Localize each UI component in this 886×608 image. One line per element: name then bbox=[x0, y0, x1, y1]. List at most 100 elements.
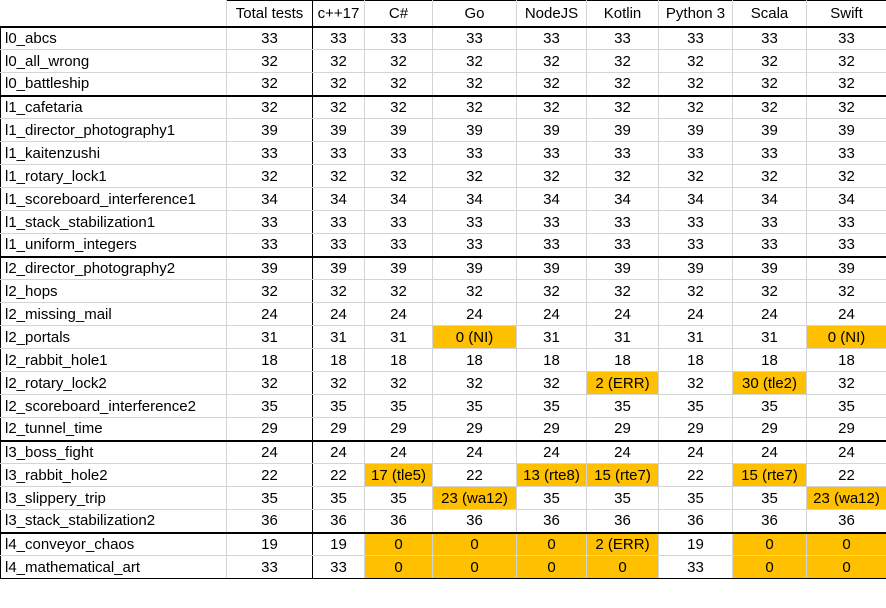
cell-cpp17[interactable]: 24 bbox=[312, 302, 365, 326]
column-header-task-name[interactable] bbox=[0, 0, 227, 28]
cell-kotlin[interactable]: 24 bbox=[586, 302, 659, 326]
cell-task-name[interactable]: l1_director_photography1 bbox=[0, 118, 227, 142]
cell-nodejs[interactable]: 31 bbox=[516, 325, 587, 349]
cell-total-tests[interactable]: 32 bbox=[226, 49, 313, 73]
cell-swift[interactable]: 29 bbox=[806, 417, 886, 441]
column-header-csharp[interactable]: C# bbox=[364, 0, 433, 28]
cell-total-tests[interactable]: 31 bbox=[226, 325, 313, 349]
cell-go[interactable]: 0 bbox=[432, 555, 517, 579]
cell-go[interactable]: 32 bbox=[432, 94, 517, 119]
cell-scala[interactable]: 39 bbox=[732, 255, 807, 280]
cell-go[interactable]: 32 bbox=[432, 72, 517, 96]
cell-scala[interactable]: 24 bbox=[732, 302, 807, 326]
cell-kotlin[interactable]: 18 bbox=[586, 348, 659, 372]
cell-task-name[interactable]: l3_slippery_trip bbox=[0, 486, 227, 510]
cell-go[interactable]: 32 bbox=[432, 49, 517, 73]
column-header-total-tests[interactable]: Total tests bbox=[226, 0, 313, 28]
cell-python3[interactable]: 33 bbox=[658, 210, 733, 234]
cell-python3[interactable]: 33 bbox=[658, 141, 733, 165]
cell-cpp17[interactable]: 32 bbox=[312, 72, 365, 96]
cell-cpp17[interactable]: 33 bbox=[312, 210, 365, 234]
cell-total-tests[interactable]: 33 bbox=[226, 141, 313, 165]
cell-task-name[interactable]: l4_mathematical_art bbox=[0, 555, 227, 579]
cell-scala[interactable]: 24 bbox=[732, 439, 807, 464]
cell-task-name[interactable]: l2_tunnel_time bbox=[0, 417, 227, 441]
cell-go[interactable]: 33 bbox=[432, 233, 517, 257]
cell-kotlin[interactable]: 33 bbox=[586, 210, 659, 234]
cell-go[interactable]: 33 bbox=[432, 26, 517, 50]
cell-nodejs[interactable]: 24 bbox=[516, 302, 587, 326]
cell-task-name[interactable]: l2_scoreboard_interference2 bbox=[0, 394, 227, 418]
cell-kotlin[interactable]: 35 bbox=[586, 394, 659, 418]
cell-task-name[interactable]: l1_stack_stabilization1 bbox=[0, 210, 227, 234]
cell-swift[interactable]: 32 bbox=[806, 164, 886, 188]
cell-swift[interactable]: 36 bbox=[806, 509, 886, 533]
cell-go[interactable]: 23 (wa12) bbox=[432, 486, 517, 510]
cell-swift[interactable]: 0 (NI) bbox=[806, 325, 886, 349]
cell-nodejs[interactable]: 35 bbox=[516, 486, 587, 510]
cell-cpp17[interactable]: 32 bbox=[312, 94, 365, 119]
cell-task-name[interactable]: l1_rotary_lock1 bbox=[0, 164, 227, 188]
cell-nodejs[interactable]: 32 bbox=[516, 72, 587, 96]
cell-swift[interactable]: 35 bbox=[806, 394, 886, 418]
cell-kotlin[interactable]: 24 bbox=[586, 439, 659, 464]
cell-scala[interactable]: 31 bbox=[732, 325, 807, 349]
cell-swift[interactable]: 33 bbox=[806, 233, 886, 257]
cell-total-tests[interactable]: 39 bbox=[226, 118, 313, 142]
cell-go[interactable]: 35 bbox=[432, 394, 517, 418]
cell-python3[interactable]: 32 bbox=[658, 164, 733, 188]
cell-python3[interactable]: 36 bbox=[658, 509, 733, 533]
cell-kotlin[interactable]: 33 bbox=[586, 26, 659, 50]
cell-python3[interactable]: 32 bbox=[658, 94, 733, 119]
cell-python3[interactable]: 31 bbox=[658, 325, 733, 349]
cell-python3[interactable]: 19 bbox=[658, 531, 733, 556]
cell-scala[interactable]: 32 bbox=[732, 72, 807, 96]
cell-swift[interactable]: 32 bbox=[806, 371, 886, 395]
cell-kotlin[interactable]: 2 (ERR) bbox=[586, 531, 659, 556]
cell-cpp17[interactable]: 33 bbox=[312, 141, 365, 165]
cell-go[interactable]: 0 (NI) bbox=[432, 325, 517, 349]
cell-task-name[interactable]: l2_director_photography2 bbox=[0, 255, 227, 280]
column-header-scala[interactable]: Scala bbox=[732, 0, 807, 28]
cell-swift[interactable]: 32 bbox=[806, 72, 886, 96]
cell-go[interactable]: 33 bbox=[432, 141, 517, 165]
cell-cpp17[interactable]: 34 bbox=[312, 187, 365, 211]
cell-kotlin[interactable]: 32 bbox=[586, 72, 659, 96]
cell-csharp[interactable]: 33 bbox=[364, 210, 433, 234]
cell-total-tests[interactable]: 29 bbox=[226, 417, 313, 441]
cell-cpp17[interactable]: 39 bbox=[312, 118, 365, 142]
cell-go[interactable]: 32 bbox=[432, 279, 517, 303]
cell-go[interactable]: 18 bbox=[432, 348, 517, 372]
cell-task-name[interactable]: l1_uniform_integers bbox=[0, 233, 227, 257]
cell-csharp[interactable]: 32 bbox=[364, 164, 433, 188]
cell-go[interactable]: 39 bbox=[432, 255, 517, 280]
cell-swift[interactable]: 34 bbox=[806, 187, 886, 211]
cell-task-name[interactable]: l2_missing_mail bbox=[0, 302, 227, 326]
cell-python3[interactable]: 32 bbox=[658, 72, 733, 96]
cell-swift[interactable]: 0 bbox=[806, 555, 886, 579]
cell-nodejs[interactable]: 34 bbox=[516, 187, 587, 211]
cell-python3[interactable]: 18 bbox=[658, 348, 733, 372]
cell-total-tests[interactable]: 32 bbox=[226, 371, 313, 395]
cell-python3[interactable]: 32 bbox=[658, 371, 733, 395]
cell-nodejs[interactable]: 32 bbox=[516, 279, 587, 303]
column-header-cpp17[interactable]: c++17 bbox=[312, 0, 365, 28]
cell-nodejs[interactable]: 39 bbox=[516, 255, 587, 280]
cell-total-tests[interactable]: 33 bbox=[226, 26, 313, 50]
cell-total-tests[interactable]: 32 bbox=[226, 94, 313, 119]
cell-kotlin[interactable]: 32 bbox=[586, 94, 659, 119]
cell-csharp[interactable]: 31 bbox=[364, 325, 433, 349]
cell-cpp17[interactable]: 19 bbox=[312, 531, 365, 556]
cell-swift[interactable]: 22 bbox=[806, 463, 886, 487]
column-header-go[interactable]: Go bbox=[432, 0, 517, 28]
cell-kotlin[interactable]: 35 bbox=[586, 486, 659, 510]
cell-nodejs[interactable]: 32 bbox=[516, 371, 587, 395]
cell-nodejs[interactable]: 0 bbox=[516, 555, 587, 579]
cell-swift[interactable]: 32 bbox=[806, 94, 886, 119]
cell-scala[interactable]: 34 bbox=[732, 187, 807, 211]
cell-kotlin[interactable]: 36 bbox=[586, 509, 659, 533]
cell-task-name[interactable]: l2_hops bbox=[0, 279, 227, 303]
cell-cpp17[interactable]: 32 bbox=[312, 49, 365, 73]
cell-kotlin[interactable]: 0 bbox=[586, 555, 659, 579]
cell-cpp17[interactable]: 33 bbox=[312, 26, 365, 50]
